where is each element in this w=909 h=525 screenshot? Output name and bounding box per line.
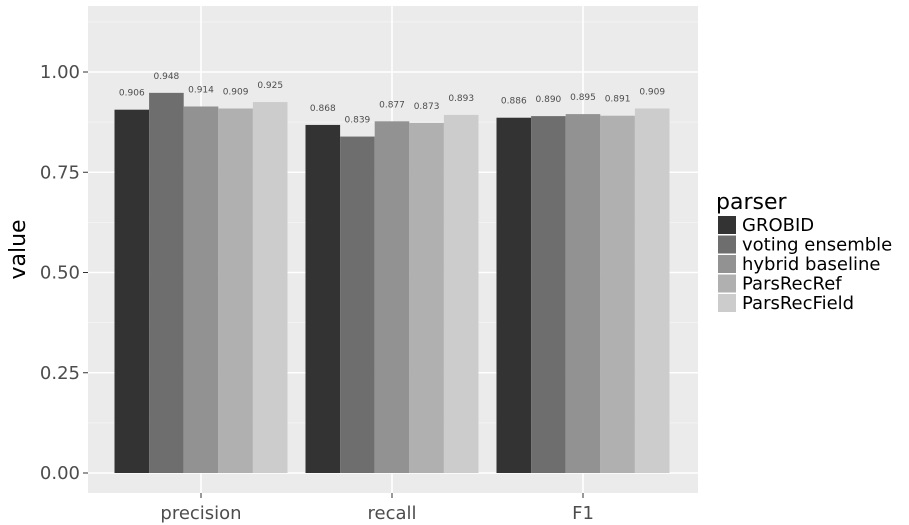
data-label: 0.839 (345, 116, 371, 126)
data-label: 0.873 (414, 102, 440, 112)
bar (305, 124, 341, 473)
data-labels: 0.906 0.948 0.914 0.909 0.925 0.868 0.839 0.877… (119, 72, 665, 126)
bar (600, 115, 635, 474)
data-label: 0.868 (310, 104, 336, 114)
data-label: 0.877 (379, 100, 405, 110)
data-label: 0.886 (501, 97, 527, 107)
legend-key (718, 274, 736, 293)
bar (114, 109, 150, 473)
data-label: 0.893 (448, 94, 474, 104)
bar (340, 136, 375, 473)
data-label: 0.891 (605, 95, 631, 105)
y-axis: 0.00 0.25 0.50 0.75 1.00 (40, 62, 88, 484)
y-axis-title: value (6, 219, 31, 279)
data-label: 0.909 (223, 87, 249, 97)
bars (114, 92, 670, 474)
y-tick-label: 0.25 (40, 363, 80, 384)
data-label: 0.906 (119, 89, 145, 99)
bar (252, 102, 288, 473)
legend-label: ParsRecField (742, 293, 854, 314)
legend-label: GROBID (742, 215, 814, 236)
bar (218, 108, 253, 473)
x-tick-label: precision (160, 503, 241, 524)
bar (496, 117, 532, 474)
legend-label: ParsRecRef (742, 274, 842, 295)
bar (634, 108, 670, 473)
bar (149, 92, 184, 474)
x-tick-label: recall (367, 503, 416, 524)
legend-label: voting ensemble (742, 235, 892, 256)
bar (565, 114, 601, 473)
bar (183, 106, 219, 474)
y-tick-label: 0.75 (40, 162, 80, 183)
legend-title: parser (716, 190, 787, 215)
data-label: 0.909 (639, 87, 665, 97)
y-tick-label: 0.00 (40, 463, 80, 484)
data-label: 0.914 (188, 85, 214, 95)
legend-label: hybrid baseline (742, 254, 880, 275)
data-label: 0.890 (536, 95, 562, 105)
y-tick-label: 1.00 (40, 62, 80, 83)
x-tick-label: F1 (572, 503, 594, 524)
y-tick-label: 0.50 (40, 263, 80, 284)
bar (409, 122, 444, 473)
legend-key (718, 255, 736, 273)
legend-key (718, 235, 736, 254)
legend-key (718, 294, 736, 312)
data-label: 0.948 (154, 72, 180, 82)
legend-key (718, 216, 736, 234)
bar (443, 114, 479, 474)
x-axis: precision recall F1 (160, 493, 594, 524)
bar (374, 121, 410, 473)
data-label: 0.925 (257, 81, 283, 91)
data-label: 0.895 (570, 93, 596, 103)
bar (531, 116, 566, 474)
